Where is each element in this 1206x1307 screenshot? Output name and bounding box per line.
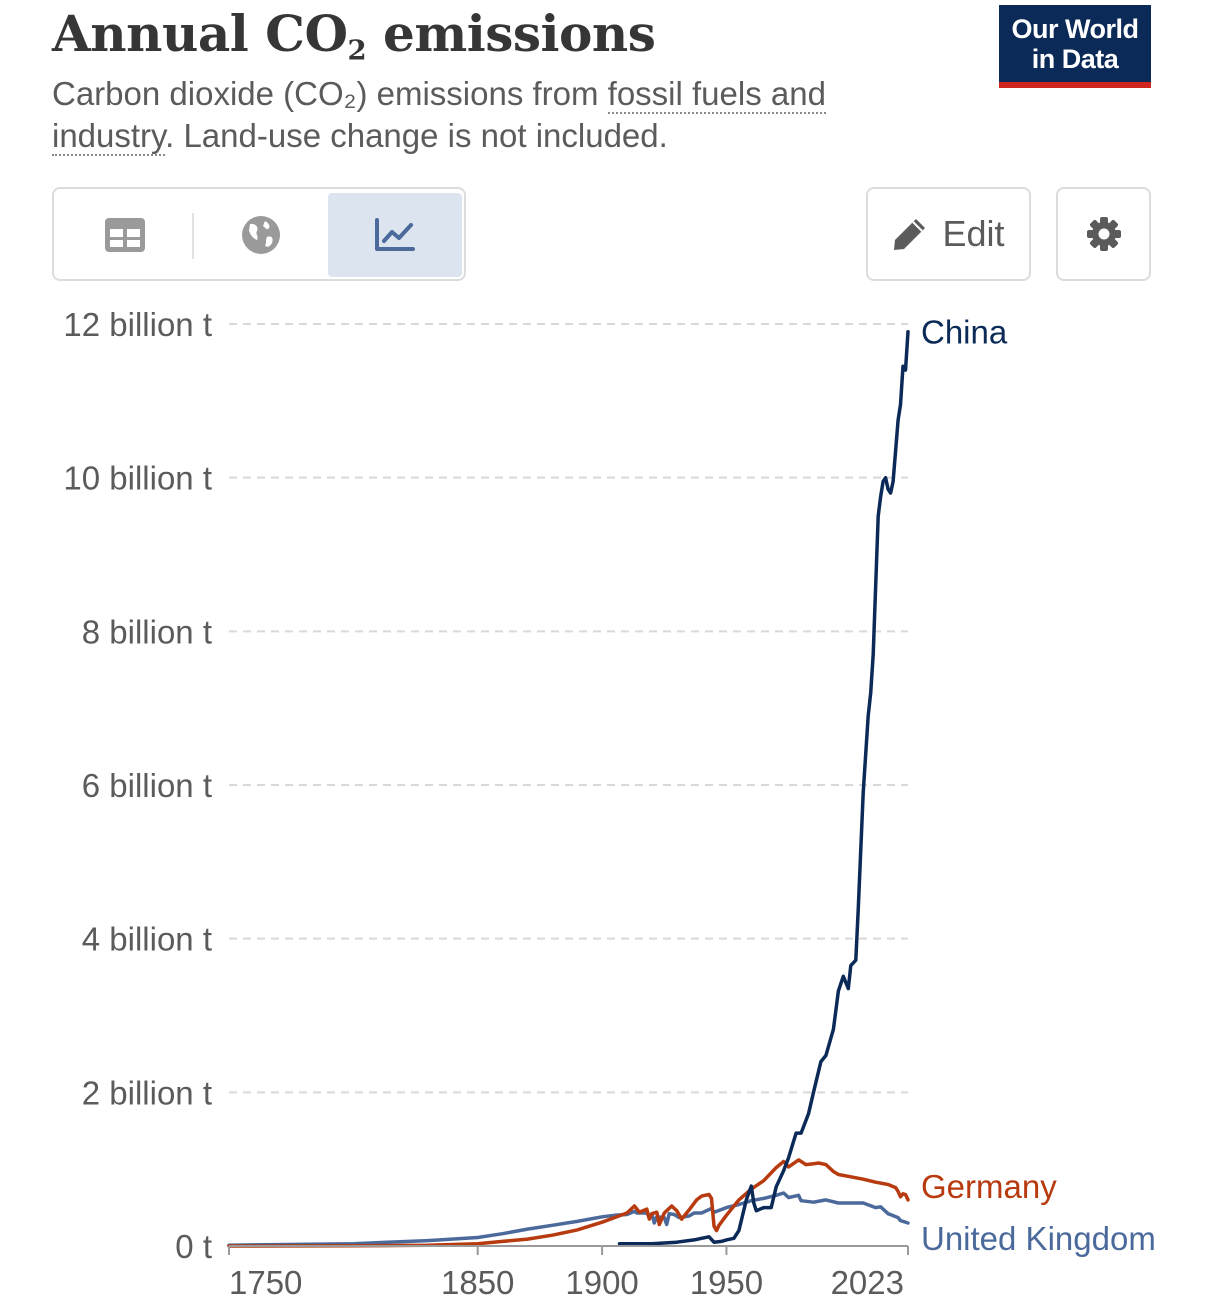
x-tick-label: 1850 [441,1264,514,1301]
title-subscript: 2 [347,34,367,67]
tab-table[interactable] [58,193,192,277]
edit-button[interactable]: Edit [866,187,1031,281]
pencil-icon [894,219,926,250]
series-line-germany [227,1158,910,1248]
x-tick-label: 1950 [690,1264,763,1301]
y-tick-label: 10 billion t [63,460,212,497]
subtitle-pre: Carbon dioxide (CO₂) emissions from [52,75,608,112]
series-line-china [617,329,910,1246]
y-tick-label: 2 billion t [82,1074,212,1111]
globe-icon [242,216,280,254]
y-tick-label: 8 billion t [82,613,212,650]
settings-button[interactable] [1056,187,1151,281]
line-chart-icon [375,218,415,251]
logo-line-1: Our World [1011,13,1140,44]
chart-title: Annual CO2 emissions [52,4,656,67]
y-tick-label: 0 t [175,1228,212,1265]
gear-icon [1086,217,1121,251]
tab-chart[interactable] [328,193,462,277]
y-tick-label: 6 billion t [82,767,212,804]
x-tick-label: 1750 [229,1264,302,1301]
owid-logo[interactable]: Our World in Data [999,5,1151,88]
edit-label: Edit [942,213,1005,254]
y-tick-label: 12 billion t [63,306,212,343]
view-tabs [52,187,466,281]
series-label-united-kingdom: United Kingdom [921,1220,1156,1257]
fossil-fuels-link[interactable]: fossil fuels and industry [52,75,826,156]
series-line-united-kingdom [227,1191,910,1247]
subtitle-post: . Land-use change is not included. [165,117,668,154]
chart-subtitle: Carbon dioxide (CO₂) emissions from foss… [52,73,912,157]
tab-divider [192,213,194,259]
x-tick-label: 1900 [565,1264,638,1301]
y-tick-label: 4 billion t [82,921,212,958]
x-tick-label: 2023 [831,1264,904,1301]
tab-map[interactable] [194,193,328,277]
logo-line-2: in Data [1031,43,1119,74]
title-main: Annual CO [52,4,348,63]
table-icon [105,218,145,252]
series-label-china: China [921,314,1008,351]
title-end: emissions [366,4,656,63]
series-label-germany: Germany [921,1168,1057,1205]
